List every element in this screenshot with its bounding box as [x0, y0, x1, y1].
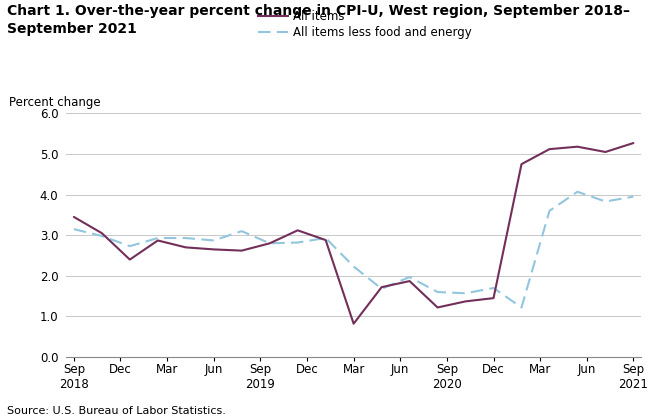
Legend: All items, All items less food and energy: All items, All items less food and energ… — [258, 10, 472, 39]
Text: Chart 1. Over-the-year percent change in CPI-U, West region, September 2018–
Sep: Chart 1. Over-the-year percent change in… — [7, 4, 630, 36]
Text: Source: U.S. Bureau of Labor Statistics.: Source: U.S. Bureau of Labor Statistics. — [7, 406, 225, 416]
Text: Percent change: Percent change — [9, 95, 100, 108]
